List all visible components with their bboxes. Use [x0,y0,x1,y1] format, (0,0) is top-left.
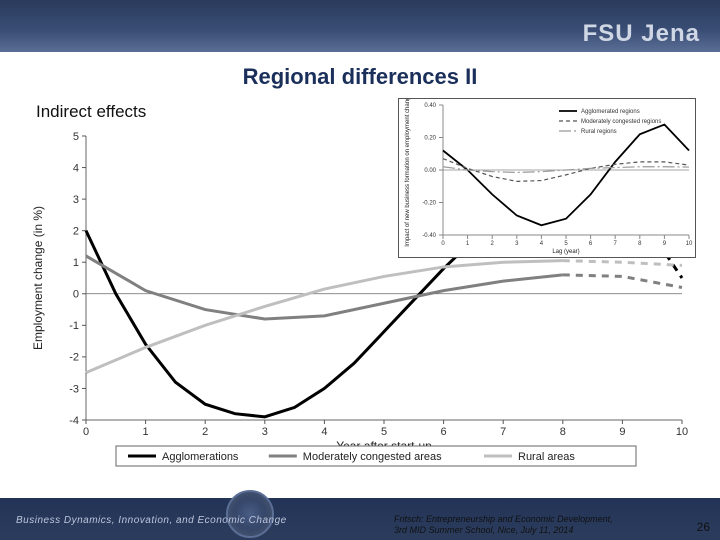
footer-citation: Fritsch: Entrepreneurship and Economic D… [394,514,674,537]
svg-text:0.20: 0.20 [424,136,436,142]
svg-text:Employment change (in %): Employment change (in %) [31,206,45,350]
svg-text:Rural areas: Rural areas [518,451,575,463]
page-title: Regional differences II [0,64,720,90]
svg-text:Rural regions: Rural regions [581,129,617,135]
svg-text:Impact of new business formati: Impact of new business formation on empl… [405,99,411,247]
svg-text:2: 2 [202,426,208,438]
svg-text:8: 8 [638,241,642,247]
cite-line2: 3rd MID Summer School, Nice, July 11, 20… [394,525,573,535]
svg-text:Agglomerated regions: Agglomerated regions [581,109,640,115]
svg-text:Lag (year): Lag (year) [552,249,579,255]
svg-text:Agglomerations: Agglomerations [162,451,239,463]
svg-text:4: 4 [540,241,544,247]
svg-text:6: 6 [441,426,447,438]
svg-text:0: 0 [441,241,445,247]
svg-text:5: 5 [381,426,387,438]
page-subtitle: Indirect effects [36,102,146,122]
header-band: FSU Jena [0,0,720,52]
brand-text: FSU Jena [583,20,700,48]
svg-text:0: 0 [73,289,79,301]
svg-text:Moderately congested areas: Moderately congested areas [303,451,442,463]
svg-text:10: 10 [686,241,693,247]
svg-text:4: 4 [321,426,327,438]
svg-text:9: 9 [663,241,667,247]
svg-text:-3: -3 [69,383,79,395]
svg-text:-0.40: -0.40 [422,233,436,239]
svg-text:1: 1 [143,426,149,438]
cite-line1: Fritsch: Entrepreneurship and Economic D… [394,514,613,524]
footer-left: Business Dynamics, Innovation, and Econo… [16,515,287,526]
svg-text:0.00: 0.00 [424,168,436,174]
svg-text:1: 1 [466,241,470,247]
svg-text:3: 3 [262,426,268,438]
svg-text:2: 2 [491,241,495,247]
svg-text:4: 4 [73,162,79,174]
svg-text:-0.20: -0.20 [422,201,436,207]
svg-text:3: 3 [515,241,519,247]
svg-text:Moderately congested regions: Moderately congested regions [581,119,661,125]
inset-chart-wrap: -0.40 -0.20 0.00 0.20 0.40 0 1 2 3 4 5 6 7 8 9 10 Lag (y… [398,98,696,258]
svg-text:5: 5 [73,131,79,143]
svg-text:-2: -2 [69,352,79,364]
svg-text:0.40: 0.40 [424,103,436,109]
svg-text:3: 3 [73,194,79,206]
page-number: 26 [697,520,710,534]
svg-text:-4: -4 [69,415,79,427]
svg-text:5: 5 [564,241,568,247]
svg-text:-1: -1 [69,320,79,332]
svg-text:6: 6 [589,241,593,247]
svg-text:2: 2 [73,226,79,238]
svg-text:10: 10 [676,426,688,438]
svg-text:1: 1 [73,257,79,269]
svg-text:7: 7 [500,426,506,438]
seal-icon [226,490,274,538]
svg-text:8: 8 [560,426,566,438]
svg-text:9: 9 [619,426,625,438]
svg-text:0: 0 [83,426,89,438]
inset-chart: -0.40 -0.20 0.00 0.20 0.40 0 1 2 3 4 5 6 7 8 9 10 Lag (y… [399,99,695,257]
svg-text:7: 7 [614,241,618,247]
